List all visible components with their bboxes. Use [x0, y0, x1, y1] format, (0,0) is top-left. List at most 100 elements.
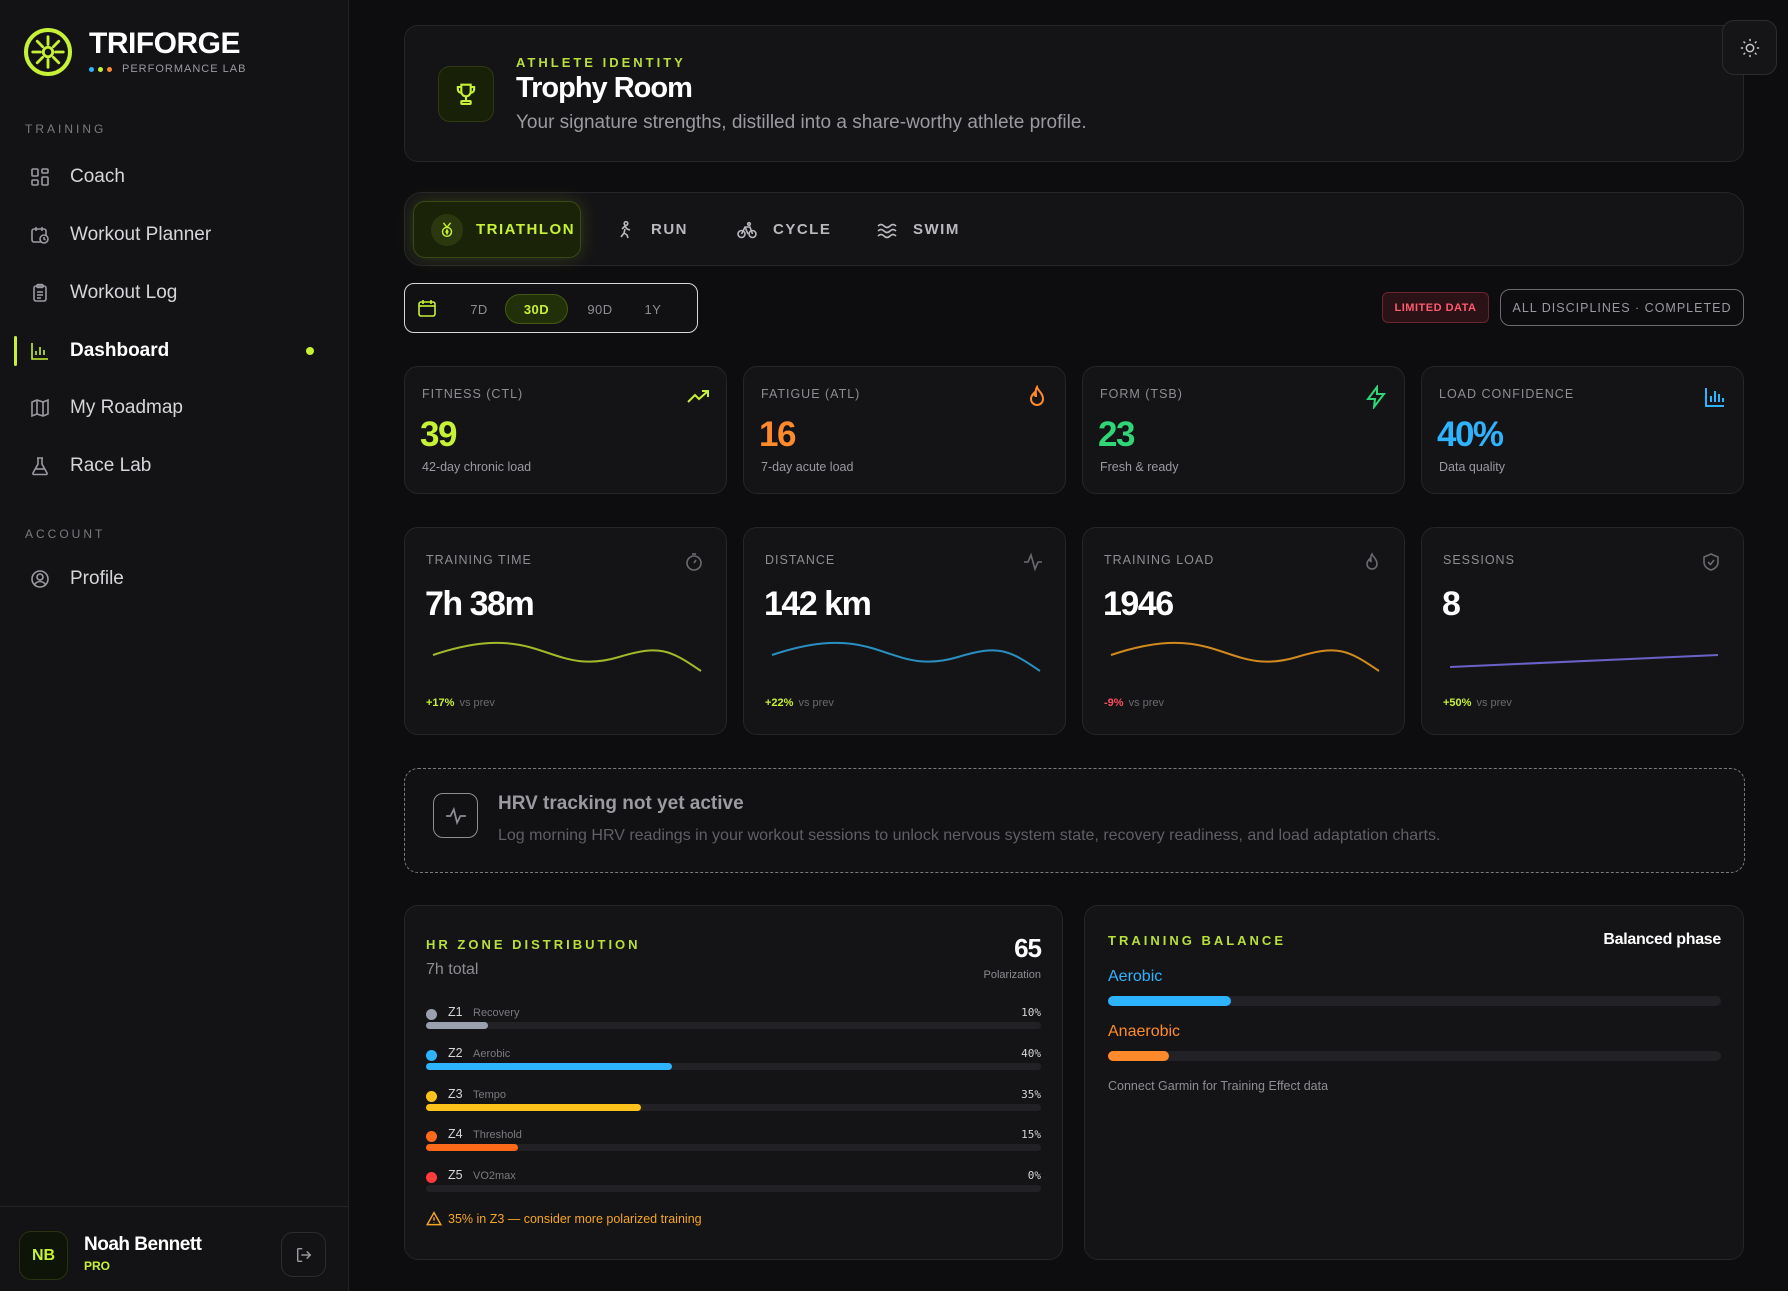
metric-value: 7h 38m	[425, 585, 535, 623]
zone-row-z3: Z3 Tempo 35%	[426, 1087, 1041, 1117]
zone-row-z4: Z4 Threshold 15%	[426, 1127, 1041, 1157]
hr-zone-distribution-card: HR ZONE DISTRIBUTION 7h total 65 Polariz…	[404, 905, 1063, 1260]
sidebar-item-label: Race Lab	[70, 455, 152, 476]
change-note: vs prev	[459, 697, 495, 709]
range-1y-button[interactable]: 1Y	[644, 301, 662, 317]
medal-icon	[431, 213, 463, 246]
sidebar-item-my-roadmap[interactable]: My Roadmap	[29, 388, 319, 428]
range-30d-button[interactable]: 30D	[505, 294, 568, 324]
tab-run[interactable]: RUN	[615, 201, 688, 258]
zone-name: Z1	[448, 1005, 463, 1019]
metric-label: TRAINING LOAD	[1104, 553, 1215, 567]
stat-label: FATIGUE (ATL)	[761, 387, 861, 401]
stat-label: FITNESS (CTL)	[422, 387, 524, 401]
change-note: vs prev	[798, 697, 834, 709]
discipline-tabs: TRIATHLON RUN CYCLE SWIM	[404, 192, 1744, 266]
avatar[interactable]: NB	[19, 1231, 68, 1280]
trophy-room-header: ATHLETE IDENTITY Trophy Room Your signat…	[404, 25, 1744, 162]
sidebar-item-race-lab[interactable]: Race Lab	[29, 446, 319, 486]
pulse-icon	[1024, 552, 1042, 572]
zone-label: Threshold	[473, 1129, 522, 1141]
fatigue-card: FATIGUE (ATL) 16 7-day acute load	[743, 366, 1066, 494]
flask-icon	[29, 455, 51, 477]
load-confidence-card: LOAD CONFIDENCE 40% Data quality	[1421, 366, 1744, 494]
stat-sub: Data quality	[1439, 460, 1506, 474]
zone-label: Recovery	[473, 1007, 520, 1019]
hrv-subtitle: Log morning HRV readings in your workout…	[498, 827, 1441, 844]
brand[interactable]: TRIFORGE PERFORMANCE LAB	[24, 28, 246, 76]
change-value: +50%	[1443, 697, 1472, 709]
flame-icon	[1029, 385, 1045, 406]
zone-percent: 0%	[1027, 1169, 1041, 1182]
stat-value: 23	[1098, 415, 1135, 454]
page-title: Trophy Room	[516, 72, 693, 104]
page-subtitle: Your signature strengths, distilled into…	[516, 112, 1087, 133]
zone-label: VO2max	[473, 1170, 516, 1182]
hrv-empty-state: HRV tracking not yet active Log morning …	[404, 768, 1745, 873]
sidebar-item-coach[interactable]: Coach	[29, 157, 319, 197]
zone-name: Z3	[448, 1087, 463, 1101]
stat-label: FORM (TSB)	[1100, 387, 1183, 401]
zone-dot	[426, 1050, 437, 1061]
sidebar-item-workout-log[interactable]: Workout Log	[29, 273, 319, 313]
hrv-title: HRV tracking not yet active	[498, 793, 744, 814]
warning-icon	[426, 1211, 442, 1226]
zones-total: 7h total	[426, 961, 479, 978]
discipline-filter-button[interactable]: ALL DISCIPLINES · COMPLETED	[1500, 289, 1744, 326]
anaerobic-label: Anaerobic	[1108, 1023, 1181, 1040]
zone-track	[426, 1104, 1041, 1111]
change-note: vs prev	[1476, 697, 1512, 709]
sun-icon	[1740, 38, 1759, 57]
tab-label: TRIATHLON	[476, 221, 576, 238]
sidebar-item-label: My Roadmap	[70, 397, 183, 418]
sidebar-item-profile[interactable]: Profile	[29, 559, 319, 599]
zone-name: Z4	[448, 1127, 463, 1141]
change-value: +17%	[426, 697, 455, 709]
section-title: TRAINING BALANCE	[1108, 933, 1286, 948]
tab-swim[interactable]: SWIM	[877, 201, 960, 258]
zone-track	[426, 1144, 1041, 1151]
balance-note: Connect Garmin for Training Effect data	[1108, 1079, 1329, 1093]
brand-dot	[89, 66, 94, 72]
logout-button[interactable]	[281, 1232, 326, 1277]
sidebar-item-dashboard[interactable]: Dashboard	[29, 331, 319, 371]
change-value: -9%	[1104, 697, 1124, 709]
sidebar-item-label: Workout Planner	[70, 224, 212, 245]
distance-card: DISTANCE 142 km +22% vs prev	[743, 527, 1066, 735]
bolt-icon	[1366, 385, 1387, 409]
sparkline	[432, 641, 702, 672]
aerobic-label: Aerobic	[1108, 968, 1163, 985]
sparkline	[1449, 654, 1719, 668]
pulse-icon	[433, 793, 478, 838]
zone-track	[426, 1185, 1041, 1192]
bike-icon	[737, 221, 757, 238]
theme-toggle-button[interactable]	[1722, 20, 1777, 75]
range-90d-button[interactable]: 90D	[587, 301, 613, 317]
calendar-icon	[418, 300, 436, 317]
zone-percent: 35%	[1021, 1088, 1041, 1101]
training-balance-card: TRAINING BALANCE Balanced phase Aerobic …	[1084, 905, 1744, 1260]
change-note: vs prev	[1128, 697, 1165, 709]
section-title: HR ZONE DISTRIBUTION	[426, 937, 641, 952]
trophy-icon	[438, 66, 494, 122]
zone-label: Tempo	[473, 1089, 507, 1101]
grid-icon	[29, 166, 51, 188]
zone-fill	[426, 1104, 642, 1111]
date-range-selector: 7D 30D 90D 1Y	[404, 283, 698, 333]
user-panel: NB Noah Bennett PRO	[0, 1206, 349, 1291]
sidebar-item-workout-planner[interactable]: Workout Planner	[29, 215, 319, 255]
metric-label: SESSIONS	[1443, 553, 1515, 567]
stopwatch-icon	[686, 553, 702, 571]
training-load-card: TRAINING LOAD 1946 -9% vs prev	[1082, 527, 1405, 735]
fitness-card: FITNESS (CTL) 39 42-day chronic load	[404, 366, 727, 494]
tab-triathlon[interactable]: TRIATHLON	[413, 201, 581, 258]
sidebar: TRIFORGE PERFORMANCE LAB TRAINING Coach …	[0, 0, 349, 1291]
brand-dot	[107, 66, 112, 72]
range-7d-button[interactable]: 7D	[470, 301, 488, 317]
brand-name: TRIFORGE	[89, 27, 241, 60]
zone-name: Z5	[448, 1168, 463, 1182]
change-value: +22%	[765, 697, 794, 709]
training-time-card: TRAINING TIME 7h 38m +17% vs prev	[404, 527, 727, 735]
tab-cycle[interactable]: CYCLE	[737, 201, 831, 258]
